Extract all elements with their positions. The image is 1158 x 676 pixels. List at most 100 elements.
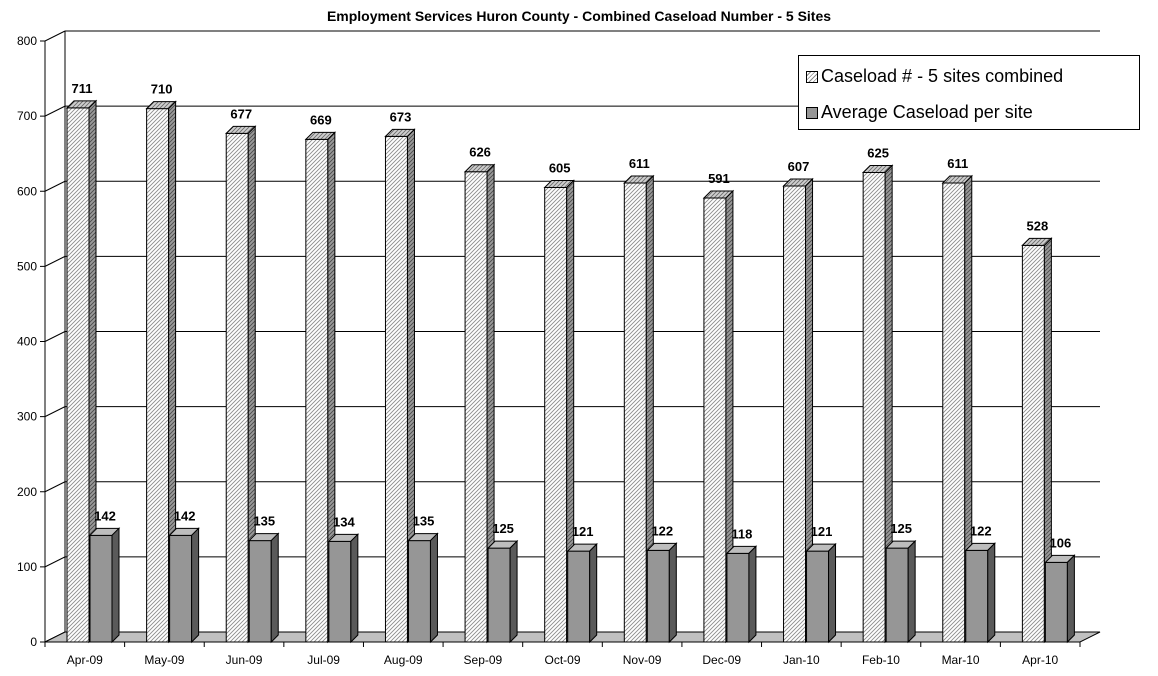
bar-average [806, 550, 830, 643]
bar-average [1044, 561, 1068, 643]
x-tick-label: Apr-10 [1022, 653, 1058, 667]
bar-average-side [828, 542, 837, 644]
bar-average [646, 549, 670, 643]
gridline-depth [44, 556, 66, 568]
bar-caseload [225, 132, 249, 643]
bar-average [487, 547, 511, 643]
gridline-depth [44, 105, 66, 117]
bar-average [726, 552, 750, 643]
x-tick-label: Dec-09 [702, 653, 741, 667]
data-label: 591 [708, 171, 730, 186]
data-label: 711 [72, 81, 93, 96]
bar-average [407, 540, 431, 643]
bar-average-side [270, 532, 279, 644]
bar-average-side [429, 532, 438, 644]
data-label: 607 [788, 159, 810, 174]
data-label: 611 [947, 156, 968, 171]
legend-item: Caseload # - 5 sites combined [806, 66, 1063, 87]
bar-average [248, 540, 272, 643]
chart-title: Employment Services Huron County - Combi… [326, 8, 832, 24]
x-tick-label: Aug-09 [384, 653, 423, 667]
data-label: 134 [333, 514, 355, 529]
bar-average [885, 547, 909, 643]
y-tick-label: 200 [17, 485, 37, 499]
y-tick-label: 600 [17, 184, 37, 198]
bar-average [89, 534, 113, 643]
bar-caseload [703, 197, 727, 643]
data-label: 605 [549, 160, 571, 175]
x-tick-label: Apr-09 [67, 653, 103, 667]
bar-average [328, 540, 352, 643]
gridline-depth [44, 180, 66, 192]
bar-average-side [111, 527, 120, 644]
x-tick-label: Oct-09 [544, 653, 580, 667]
gridline-depth [44, 331, 66, 342]
bar-average [965, 549, 989, 643]
x-tick-label: Jun-09 [226, 653, 263, 667]
bar-caseload [384, 135, 408, 643]
x-tick-label: May-09 [144, 653, 184, 667]
data-label: 677 [230, 106, 252, 121]
data-label: 710 [151, 82, 173, 97]
bar-average-side [509, 539, 518, 644]
data-label: 122 [651, 523, 673, 538]
y-tick-label: 400 [17, 335, 37, 349]
legend-label: Average Caseload per site [821, 102, 1033, 122]
gridline-depth [44, 255, 66, 267]
gridline-depth [44, 406, 66, 418]
bar-caseload [1021, 244, 1045, 643]
data-label: 673 [390, 109, 412, 124]
legend: Caseload # - 5 sites combined Average Ca… [798, 55, 1140, 130]
bar-average-side [907, 539, 916, 644]
data-label: 142 [94, 508, 116, 523]
x-tick-label: Feb-10 [862, 653, 900, 667]
bar-caseload [942, 182, 966, 643]
data-label: 118 [731, 526, 752, 541]
legend-swatch-solid [806, 106, 818, 119]
data-label: 121 [811, 524, 833, 539]
gridline-depth [44, 481, 66, 493]
bar-average-side [668, 542, 677, 644]
data-label: 125 [890, 521, 912, 536]
legend-label: Caseload # - 5 sites combined [821, 66, 1064, 86]
y-tick-label: 800 [17, 34, 37, 48]
gridline-depth [44, 30, 66, 42]
data-label: 122 [970, 523, 992, 538]
y-tick-label: 500 [17, 259, 37, 273]
bar-average-side [191, 527, 200, 644]
data-label: 135 [253, 514, 275, 529]
data-label: 611 [629, 156, 650, 171]
x-tick-label: Mar-10 [942, 653, 980, 667]
y-tick-label: 100 [17, 560, 37, 574]
x-tick-label: Nov-09 [623, 653, 662, 667]
data-label: 121 [572, 524, 594, 539]
y-tick-label: 0 [30, 635, 37, 649]
bar-average-side [350, 533, 359, 644]
bar-caseload [464, 171, 488, 643]
data-label: 669 [310, 112, 332, 127]
bar-average-side [748, 545, 757, 644]
bar-caseload [544, 186, 568, 643]
x-tick-label: Jul-09 [307, 653, 340, 667]
data-label: 528 [1027, 218, 1049, 233]
data-label: 142 [174, 508, 196, 523]
bar-caseload [783, 185, 807, 643]
bar-average [567, 550, 591, 643]
data-label: 125 [492, 521, 514, 536]
data-label: 135 [413, 514, 435, 529]
bar-caseload [623, 182, 647, 643]
x-tick-label: Jan-10 [783, 653, 820, 667]
bar-caseload [862, 171, 886, 643]
bar-average-side [589, 542, 598, 644]
bar-caseload [305, 138, 329, 643]
legend-swatch-hatched [806, 70, 818, 83]
data-label: 106 [1050, 535, 1072, 550]
bar-caseload [66, 107, 90, 643]
legend-item: Average Caseload per site [806, 102, 1033, 123]
y-tick-label: 700 [17, 109, 37, 123]
bar-average-side [987, 542, 996, 644]
bar-caseload [146, 108, 170, 643]
data-label: 625 [867, 145, 889, 160]
